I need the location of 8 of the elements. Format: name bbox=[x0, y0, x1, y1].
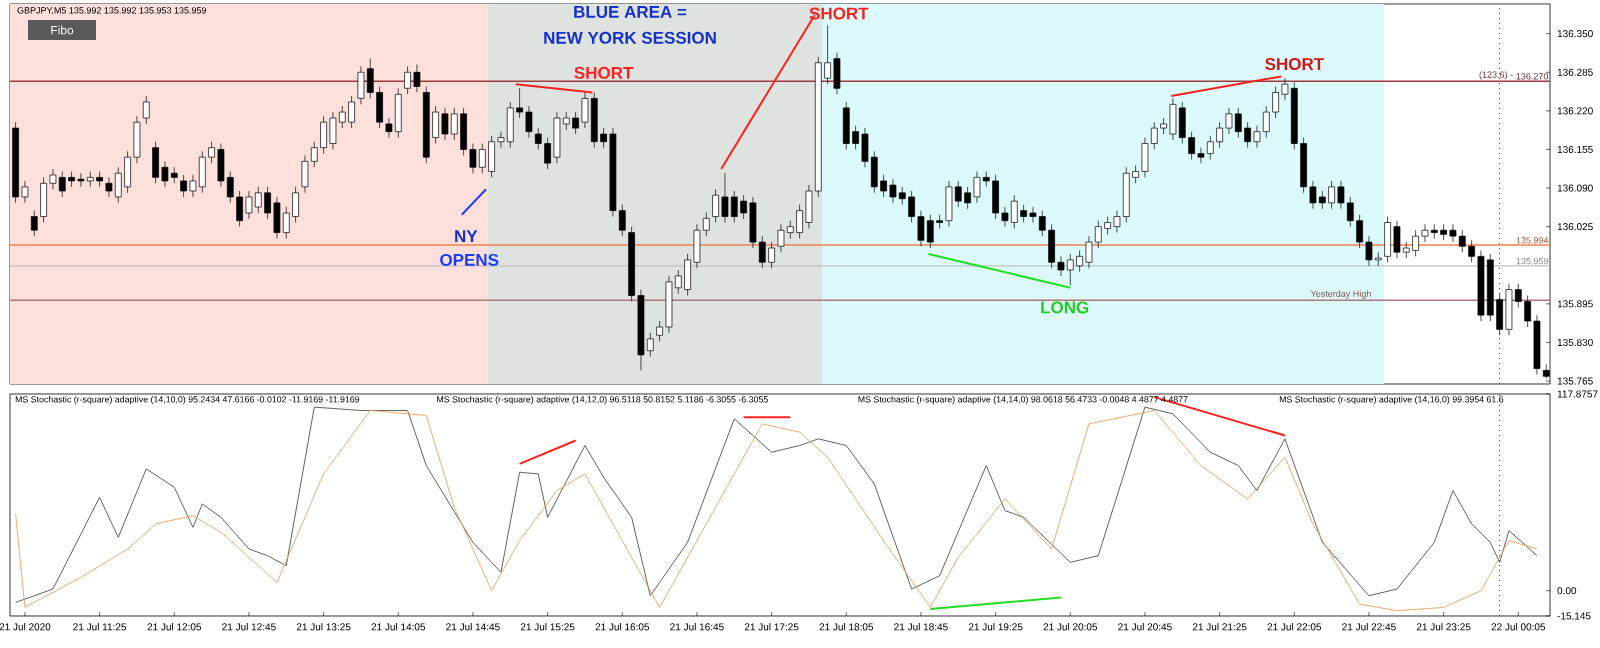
annotation: BLUE AREA = bbox=[574, 6, 687, 18]
annotation: NY bbox=[455, 230, 478, 243]
annotation: NEW YORK SESSION bbox=[544, 31, 716, 44]
annotation: SHORT bbox=[809, 7, 869, 20]
annotation: SHORT bbox=[574, 66, 634, 79]
annotation: LONG bbox=[1041, 301, 1089, 314]
annotation: OPENS bbox=[440, 253, 499, 266]
annotation: SHORT bbox=[1265, 58, 1324, 71]
